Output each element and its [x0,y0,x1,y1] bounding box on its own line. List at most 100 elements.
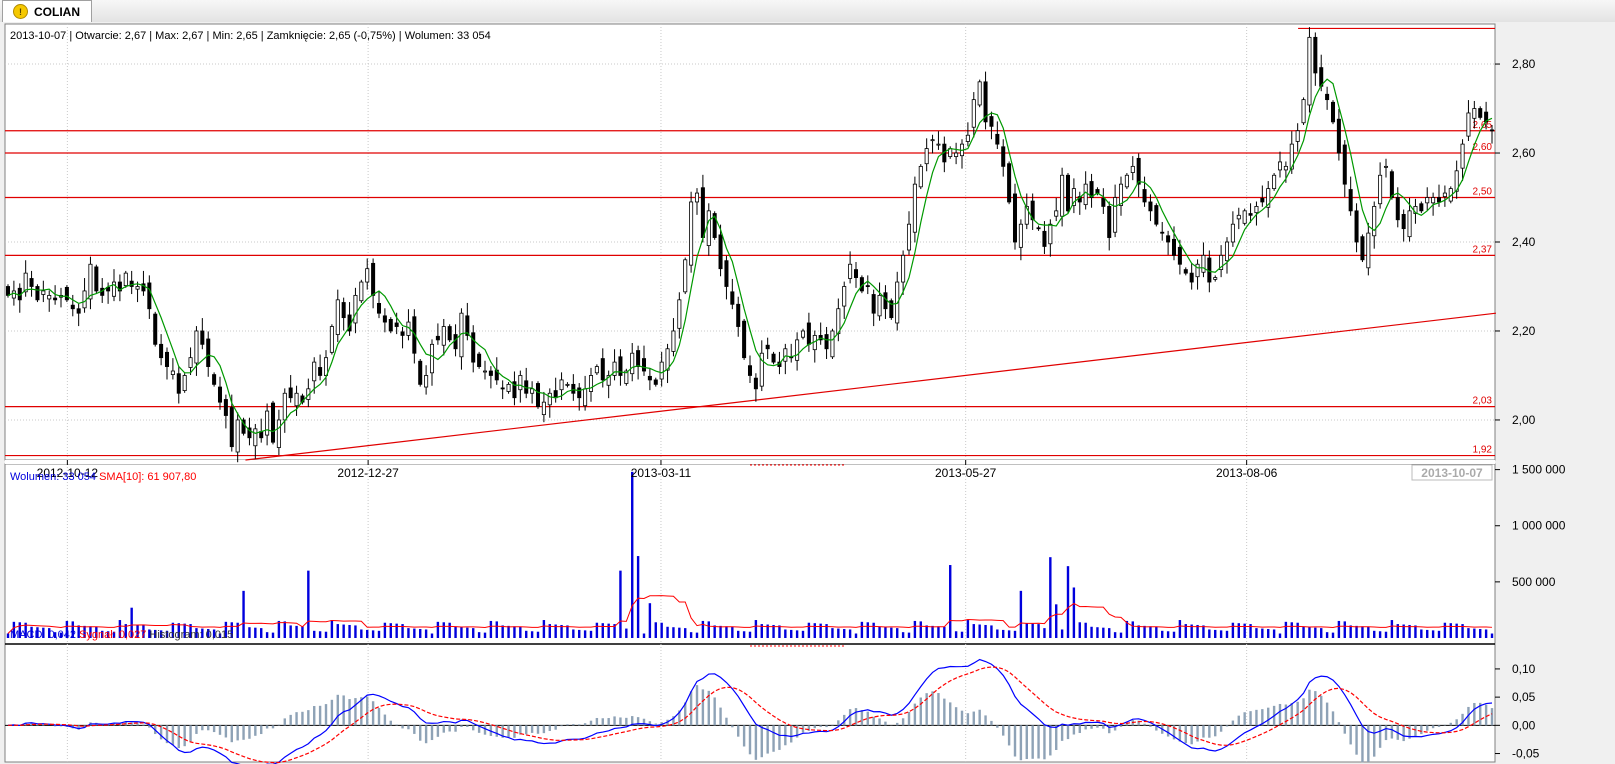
volume-bar [407,628,410,638]
volume-bar [1231,622,1235,638]
candle-body [677,299,682,329]
volume-bar [354,625,357,638]
macd-histogram-bar [495,725,498,737]
candle-body [1054,210,1059,217]
candle-body [76,308,81,314]
macd-histogram-bar [183,725,186,747]
candle-body [853,269,859,278]
tab-colian[interactable]: ! COLIAN [2,0,92,22]
volume-bar [1349,625,1352,638]
volume-bar [837,628,840,638]
volume-bar [866,622,869,638]
macd-histogram-bar [631,716,634,726]
stock-chart[interactable]: 1,92 2,03 2,37 2,50 2,60 2,65 500 000 1 000 00… [0,22,1615,764]
macd-histogram-bar [419,725,422,741]
macd-histogram-bar [1202,725,1205,738]
macd-histogram-bar [931,691,934,726]
macd-histogram-bar [695,685,699,726]
volume-bar [530,631,534,638]
candle-body [1348,189,1353,212]
volume-bar [1402,624,1405,638]
macd-histogram-bar [271,725,275,729]
macd-histogram-bar [713,697,716,726]
candle-body [1089,181,1094,198]
macd-histogram-bar [878,718,881,726]
volume-bar [6,633,10,638]
macd-histogram-bar [678,710,681,726]
volume-bar [554,624,557,638]
macd-histogram-bar [448,725,451,732]
candle-body [111,281,117,297]
candle-body [1360,236,1365,261]
macd-histogram-bar [207,725,210,731]
candle-body [547,392,552,406]
macd-histogram-bar [171,725,175,746]
macd-histogram-bar [1261,709,1264,726]
macd-histogram-bar [1426,725,1429,731]
volume-bar [737,630,740,638]
candle-body [965,134,970,142]
candle-body [365,268,370,283]
volume-bar [1467,628,1470,638]
macd-histogram-bar [1190,725,1193,745]
volume-bar [678,627,681,638]
macd-histogram-bar [42,724,45,726]
macd-histogram-bar [1237,715,1240,726]
candle-body [1342,144,1347,185]
volume-panel[interactable] [4,463,1496,645]
volume-bar [201,628,204,638]
volume-bar [642,633,646,638]
volume-bar [684,628,687,638]
macd-histogram-bar [1484,704,1488,726]
volume-bar [1037,624,1040,638]
volume-bar [831,628,834,638]
volume-bar [595,622,599,638]
macd-histogram-bar [907,711,911,726]
candle-body [388,319,393,332]
date-axis-label: 2012-10-12 [37,466,99,480]
macd-histogram-bar [725,717,728,726]
candle-body [1142,189,1147,203]
volume-bar [707,621,710,638]
macd-histogram-bar [1373,725,1376,757]
volume-axis-label: 1 000 000 [1512,519,1566,533]
volume-bar [324,631,328,638]
volume-bar [1355,625,1358,638]
candle-body [270,402,276,443]
macd-histogram-bar [807,725,811,731]
volume-bar [790,629,793,638]
candle-body [23,272,28,293]
volume-bar [36,627,39,638]
volume-bar [1443,622,1447,638]
candle-body [588,375,594,392]
macd-histogram-bar [613,716,616,726]
macd-histogram-bar [1002,725,1005,736]
volume-bar [1461,624,1464,638]
volume-bar [53,632,57,638]
candle-body [1007,163,1012,203]
macd-histogram-bar [966,713,970,726]
candle-body [783,348,788,362]
macd-histogram-bar [477,725,481,733]
candle-body [1012,193,1018,243]
candle-body [653,379,658,385]
macd-histogram-bar [530,725,534,733]
volume-bar [619,570,622,638]
candle-body [706,210,711,246]
macd-axis-label: 0,10 [1512,662,1536,676]
macd-histogram-bar [1090,725,1093,729]
date-axis-label: 2013-05-27 [935,466,997,480]
volume-bar [778,625,781,638]
candle-body [671,330,676,352]
macd-histogram-bar [118,723,122,726]
candle-body [712,213,717,238]
candle-body [265,410,270,436]
candle-body [1060,174,1065,217]
macd-histogram-bar [1267,707,1270,726]
candle-body [618,356,623,376]
candle-body [1201,254,1206,273]
volume-bar [666,626,669,638]
candle-body [1442,192,1447,198]
macd-histogram-bar [1225,725,1229,727]
macd-histogram-bar [460,725,463,727]
